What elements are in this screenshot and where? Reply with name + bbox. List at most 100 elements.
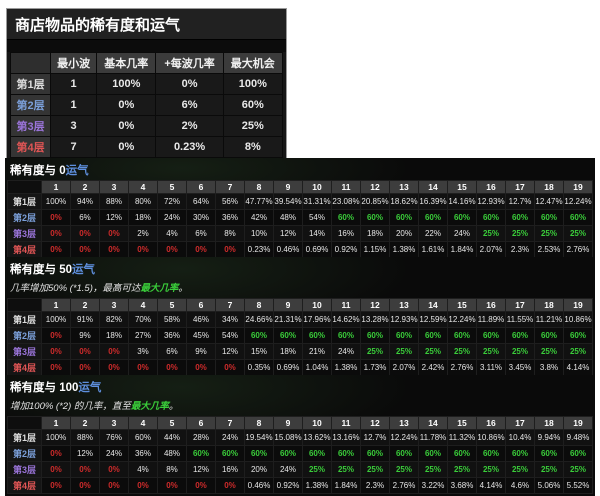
shop-rarity-summary-box: 商店物品的稀有度和运气 最小波 基本几率 +每波几率 最大机会 第1层 1 100%…	[6, 8, 287, 163]
summary-value-cell: 0.23%	[155, 136, 224, 158]
wave-header-cell: 8	[244, 416, 274, 430]
max-chance-link[interactable]: 最大几率	[140, 283, 179, 294]
rate-cell: 0.23%	[244, 241, 274, 258]
tier-label: 第3层	[7, 343, 42, 360]
rate-cell: 25%	[563, 343, 593, 360]
rate-cell: 1.15%	[360, 241, 390, 258]
rate-cell: 12.59%	[418, 311, 448, 328]
rate-cell: 94%	[70, 193, 100, 210]
wave-header-cell: 11	[331, 298, 361, 312]
wave-header-cell: 12	[360, 416, 390, 430]
rate-cell: 0%	[41, 209, 71, 226]
rate-cell: 25%	[534, 225, 564, 242]
rate-cell: 25%	[563, 461, 593, 478]
rate-row: 第1层 100% 91% 82% 70% 58% 46% 34% 24.66% 21.31% 17.…	[7, 311, 593, 328]
wave-corner-cell	[7, 416, 42, 430]
tier-label: 第1层	[7, 311, 42, 328]
tier-label: 第2层	[9, 94, 52, 116]
rate-cell: 0.69%	[273, 359, 303, 376]
wave-header-row: 1 2 3 4 5 6 7 8 9 10 11 12 13 14 15 16 17 18 19	[7, 298, 593, 312]
rate-cell: 2.76%	[447, 359, 477, 376]
rate-cell: 60%	[360, 445, 390, 462]
rate-cell: 54%	[215, 327, 245, 344]
rate-cell: 21%	[302, 343, 332, 360]
wave-corner-cell	[7, 298, 42, 312]
rate-cell: 0%	[70, 343, 100, 360]
rate-cell: 4.14%	[476, 477, 506, 494]
summary-value-cell: 100%	[222, 73, 284, 95]
wave-header-cell: 7	[215, 298, 245, 312]
rate-cell: 21.31%	[273, 311, 303, 328]
rate-cell: 25%	[418, 343, 448, 360]
rate-cell: 1.73%	[360, 359, 390, 376]
luck-link[interactable]: 运气	[65, 165, 89, 177]
rate-cell: 60%	[563, 445, 593, 462]
rate-cell: 82%	[99, 311, 129, 328]
summary-value-cell: 2%	[155, 115, 224, 137]
rate-cell: 20.85%	[360, 193, 390, 210]
rate-cell: 25%	[360, 343, 390, 360]
rate-cell: 0%	[41, 225, 71, 242]
rate-cell: 60%	[273, 327, 303, 344]
rate-cell: 0.35%	[244, 359, 274, 376]
rate-cell: 10.86%	[563, 311, 593, 328]
rate-cell: 0%	[157, 359, 187, 376]
rate-cell: 5.52%	[563, 477, 593, 494]
rate-cell: 9%	[186, 343, 216, 360]
rate-cell: 25%	[505, 225, 535, 242]
rate-cell: 20%	[244, 461, 274, 478]
rate-cell: 18%	[128, 209, 158, 226]
rate-cell: 2.3%	[360, 477, 390, 494]
wave-header-cell: 3	[99, 416, 129, 430]
rate-row: 第1层 100% 88% 76% 60% 44% 28% 24% 19.54% 15.08% 13.…	[7, 429, 593, 446]
rate-cell: 2.76%	[563, 241, 593, 258]
wave-header-cell: 14	[418, 180, 448, 194]
rate-cell: 60%	[273, 445, 303, 462]
rate-cell: 0.46%	[244, 477, 274, 494]
rate-cell: 16.39%	[418, 193, 448, 210]
rate-cell: 2.53%	[534, 241, 564, 258]
summary-value-cell: 0%	[96, 136, 157, 158]
rate-cell: 11.32%	[447, 429, 477, 446]
rate-cell: 25%	[302, 461, 332, 478]
wave-header-cell: 1	[41, 298, 71, 312]
rate-cell: 60%	[563, 209, 593, 226]
rate-row: 第3层 0% 0% 0% 4% 8% 12% 16% 20% 24% 25% 25% 25% 25% 25%…	[7, 461, 593, 478]
rate-cell: 2%	[128, 225, 158, 242]
rate-cell: 0%	[41, 343, 71, 360]
rate-cell: 11.21%	[534, 311, 564, 328]
rate-cell: 60%	[447, 209, 477, 226]
wave-header-cell: 9	[273, 416, 303, 430]
tier-label: 第4层	[9, 136, 52, 158]
rate-cell: 3.45%	[505, 359, 535, 376]
rate-cell: 25%	[476, 225, 506, 242]
rate-cell: 60%	[418, 445, 448, 462]
rate-cell: 25%	[389, 343, 419, 360]
subtitle-text: 增加100% (*2) 的几率，直至	[10, 401, 131, 412]
summary-value-cell: 1	[50, 73, 98, 95]
rate-cell: 60%	[476, 445, 506, 462]
wave-header-cell: 14	[418, 298, 448, 312]
rate-cell: 60%	[534, 445, 564, 462]
rate-cell: 25%	[447, 343, 477, 360]
rate-cell: 8%	[215, 225, 245, 242]
wave-header-cell: 8	[244, 298, 274, 312]
rate-cell: 13.16%	[331, 429, 361, 446]
rate-row: 第4层 0% 0% 0% 0% 0% 0% 0% 0.46% 0.92% 1.38% 1.84% 2.3…	[7, 477, 593, 494]
luck-link[interactable]: 运气	[72, 264, 95, 276]
rate-cell: 60%	[418, 327, 448, 344]
rate-cell: 60%	[389, 327, 419, 344]
rate-cell: 14.16%	[447, 193, 477, 210]
rate-cell: 4.14%	[563, 359, 593, 376]
max-chance-link[interactable]: 最大几率	[130, 401, 169, 412]
tier-label: 第3层	[9, 115, 52, 137]
rate-cell: 60%	[302, 445, 332, 462]
wave-header-cell: 18	[534, 298, 564, 312]
rate-cell: 2.3%	[505, 241, 535, 258]
summary-corner-cell	[9, 52, 52, 74]
rate-cell: 91%	[70, 311, 100, 328]
luck-link[interactable]: 运气	[78, 382, 102, 394]
rate-cell: 0%	[186, 477, 216, 494]
rate-cell: 0%	[41, 445, 71, 462]
